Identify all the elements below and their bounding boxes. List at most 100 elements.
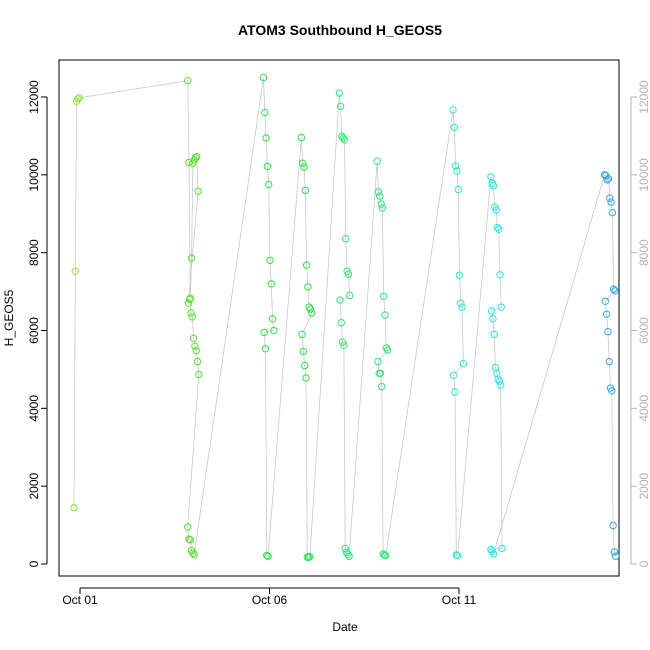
plot-frame [58, 59, 620, 577]
data-point [187, 254, 196, 262]
data-point [610, 285, 618, 293]
data-point [454, 185, 462, 194]
data-point [186, 536, 195, 544]
data-point [297, 133, 306, 142]
data-point [299, 159, 307, 167]
data-point [604, 328, 612, 336]
data-point [498, 544, 506, 553]
right-tick-label: 2000 [637, 472, 650, 499]
data-point [603, 176, 611, 184]
data-point [298, 330, 306, 339]
data-point [186, 295, 194, 304]
left-tick-label: 6000 [27, 317, 41, 344]
right-tick-label: 4000 [637, 395, 650, 422]
data-point [336, 102, 345, 111]
data-point [604, 175, 613, 183]
data-point [383, 346, 392, 354]
data-point [301, 361, 309, 370]
data-point [494, 375, 502, 383]
data-point [605, 357, 613, 366]
data-point [459, 359, 468, 368]
data-point [496, 271, 504, 279]
data-point [610, 548, 619, 556]
data-point [188, 313, 197, 321]
data-point [337, 319, 345, 327]
x-axis: Oct 01 Oct 06 Oct 11 [62, 587, 477, 607]
data-point [381, 311, 389, 319]
data-point [189, 334, 198, 342]
data-point [495, 225, 503, 234]
data-point [611, 287, 619, 295]
data-point [191, 342, 199, 350]
left-tick-label: 0 [27, 560, 41, 567]
data-points [70, 73, 620, 562]
data-point [497, 381, 505, 389]
data-point [335, 89, 343, 97]
data-point [339, 134, 347, 142]
data-point [490, 330, 498, 339]
data-point [264, 552, 272, 560]
right-tick-label: 0 [637, 560, 650, 567]
data-point [492, 206, 500, 214]
data-point [185, 535, 193, 543]
data-point [373, 157, 381, 165]
data-point [450, 371, 458, 379]
data-point [261, 108, 269, 117]
data-point [602, 310, 611, 318]
data-point [259, 73, 268, 82]
data-point [190, 551, 198, 559]
data-point [449, 106, 457, 114]
data-point [451, 388, 459, 396]
data-point [455, 271, 464, 279]
data-point [609, 521, 617, 530]
data-point [184, 299, 193, 307]
data-point [304, 553, 313, 562]
right-tick-label: 10000 [637, 158, 650, 192]
chart-title: ATOM3 Southbound H_GEOS5 [238, 22, 442, 38]
data-point [193, 152, 201, 161]
data-point [340, 341, 348, 349]
data-point [344, 550, 352, 558]
left-tick-label: 4000 [27, 395, 41, 422]
data-point [270, 326, 278, 335]
data-point [189, 549, 197, 557]
data-point [450, 123, 458, 132]
data-point [378, 382, 386, 391]
data-point [306, 305, 315, 313]
data-point [191, 154, 200, 162]
left-tick-label: 12000 [27, 80, 41, 114]
data-point [306, 552, 314, 561]
data-point [193, 357, 202, 366]
data-point [302, 374, 310, 382]
data-point [345, 552, 353, 560]
x-tick-label: Oct 06 [252, 593, 288, 607]
data-point [266, 256, 274, 265]
data-point [601, 297, 609, 305]
data-point [382, 551, 390, 560]
data-point [342, 235, 350, 243]
left-y-axis: 0 2000 4000 6000 8000 10000 12000 [27, 80, 48, 567]
data-point [457, 299, 465, 307]
data-point [71, 267, 80, 275]
data-point [452, 551, 460, 559]
data-point [374, 357, 382, 366]
data-point [382, 344, 390, 352]
data-point [493, 223, 502, 232]
y-axis-label: H_GEOS5 [2, 289, 16, 346]
right-tick-label: 8000 [637, 239, 650, 266]
data-point [608, 208, 617, 217]
data-point [299, 347, 308, 356]
data-point [346, 291, 354, 300]
data-point [195, 370, 203, 379]
data-point [495, 377, 504, 385]
data-point [380, 292, 388, 300]
data-point [75, 94, 83, 102]
data-point [304, 283, 312, 291]
data-point [262, 134, 270, 142]
data-point [453, 167, 461, 175]
x-tick-label: Oct 11 [442, 593, 477, 607]
data-point [453, 552, 462, 560]
data-point [302, 261, 311, 269]
data-point [263, 162, 272, 171]
data-point [612, 552, 620, 560]
